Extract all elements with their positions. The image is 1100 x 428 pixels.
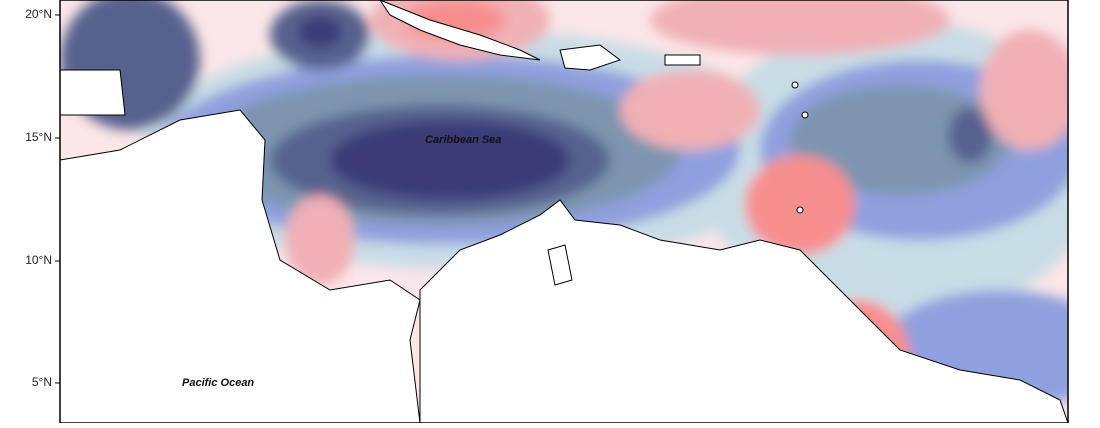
lat-label: 10°N: [25, 253, 52, 267]
puerto-rico: [664, 54, 701, 66]
lake-maracaibo: [547, 244, 573, 286]
island: [791, 81, 799, 89]
lat-label: 15°N: [25, 130, 52, 144]
south-america: [419, 199, 1068, 423]
yucatan: [60, 69, 126, 116]
anomaly-field: Caribbean Sea Pacific Ocean: [60, 0, 1068, 423]
lat-label: 20°N: [25, 7, 52, 21]
island: [801, 111, 809, 119]
sea-label: Pacific Ocean: [182, 377, 254, 389]
cuba: [379, 0, 541, 61]
lat-label: 5°N: [32, 375, 52, 389]
sea-label: Caribbean Sea: [425, 134, 501, 146]
hispaniola: [559, 44, 622, 71]
central-america: [60, 109, 421, 423]
island: [796, 206, 804, 214]
